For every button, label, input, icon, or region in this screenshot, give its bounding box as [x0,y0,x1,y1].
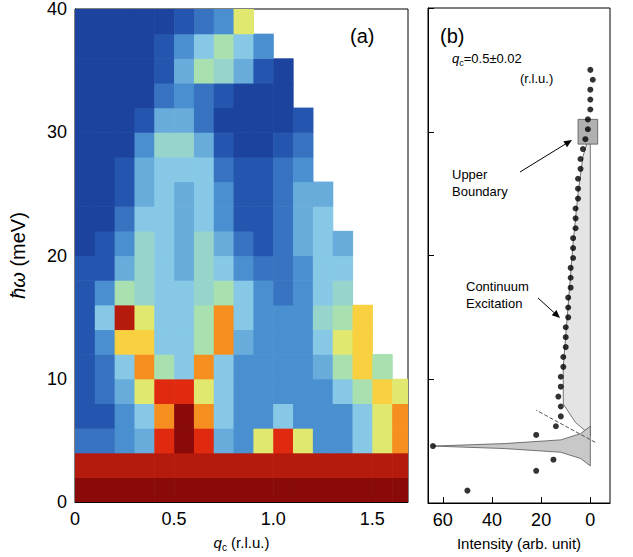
svg-text:Continuum: Continuum [466,279,529,294]
html-text:qc: qc [213,533,227,553]
svg-text:0: 0 [57,492,67,512]
svg-text:0: 0 [585,510,595,530]
svg-text:(b): (b) [440,25,464,47]
svg-text:20: 20 [531,510,551,530]
svg-text:Upper: Upper [452,167,488,182]
svg-text:0: 0 [70,509,80,529]
svg-text:60: 60 [433,510,453,530]
svg-text:0.5: 0.5 [162,509,187,529]
svg-text:Excitation: Excitation [466,296,522,311]
svg-text:=0.5±0.02: =0.5±0.02 [464,51,522,66]
svg-text:Intensity (arb. unit): Intensity (arb. unit) [457,535,581,552]
svg-text:40: 40 [47,0,67,19]
svg-text:10: 10 [47,369,67,389]
html-text:qc: qc [452,51,464,68]
svg-text:Boundary: Boundary [452,184,508,199]
svg-text:20: 20 [47,246,67,266]
svg-text:(meV): (meV) [7,212,29,272]
svg-text:(r.l.u.): (r.l.u.) [227,534,270,551]
svg-text:ħω: ħω [7,272,29,299]
svg-text:1.0: 1.0 [261,509,286,529]
svg-text:1.5: 1.5 [360,509,385,529]
svg-text:(a): (a) [350,25,374,47]
svg-text:40: 40 [482,510,502,530]
svg-text:(r.l.u.): (r.l.u.) [520,71,553,86]
svg-text:30: 30 [47,122,67,142]
